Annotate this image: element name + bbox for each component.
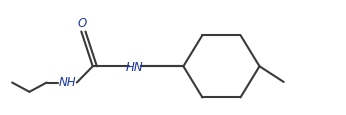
Text: NH: NH <box>59 76 76 89</box>
Text: HN: HN <box>126 61 143 74</box>
Text: O: O <box>78 17 86 29</box>
